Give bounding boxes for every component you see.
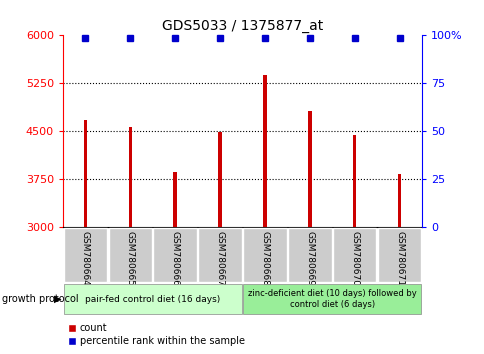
Text: GSM780669: GSM780669 — [304, 231, 314, 286]
Bar — [242, 228, 286, 282]
Bar — [397, 174, 400, 354]
Bar — [153, 228, 197, 282]
Legend: count, percentile rank within the sample: count, percentile rank within the sample — [68, 324, 244, 346]
Text: GSM780665: GSM780665 — [125, 231, 135, 286]
Bar — [242, 285, 421, 314]
Bar — [108, 228, 152, 282]
Bar — [198, 228, 242, 282]
Text: GSM780670: GSM780670 — [349, 231, 359, 286]
Bar — [63, 285, 242, 314]
Text: GSM780664: GSM780664 — [81, 231, 90, 286]
Text: zinc-deficient diet (10 days) followed by
control diet (6 days): zinc-deficient diet (10 days) followed b… — [247, 290, 416, 309]
Text: GSM780668: GSM780668 — [260, 231, 269, 286]
Bar — [84, 120, 87, 354]
Title: GDS5033 / 1375877_at: GDS5033 / 1375877_at — [162, 19, 322, 33]
Text: pair-fed control diet (16 days): pair-fed control diet (16 days) — [85, 295, 220, 304]
Text: ▶: ▶ — [54, 294, 61, 304]
Bar — [173, 172, 177, 354]
Text: GSM780666: GSM780666 — [170, 231, 180, 286]
Text: GSM780667: GSM780667 — [215, 231, 224, 286]
Bar — [307, 110, 311, 354]
Text: GSM780671: GSM780671 — [394, 231, 403, 286]
Bar — [63, 228, 107, 282]
Text: growth protocol: growth protocol — [2, 294, 79, 304]
Bar — [332, 228, 376, 282]
Bar — [352, 135, 356, 354]
Bar — [128, 127, 132, 354]
Bar — [218, 132, 221, 354]
Bar — [377, 228, 421, 282]
Bar — [287, 228, 331, 282]
Bar — [263, 75, 266, 354]
